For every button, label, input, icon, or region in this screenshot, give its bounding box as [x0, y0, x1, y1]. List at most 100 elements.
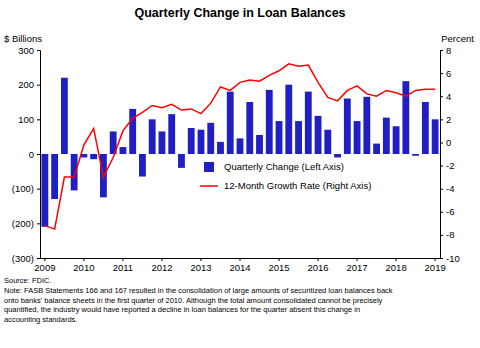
tick: 2009 — [34, 258, 55, 273]
legend-swatch — [200, 185, 218, 187]
bar-series — [41, 78, 438, 227]
tick-mark — [440, 166, 443, 167]
bar — [334, 154, 341, 157]
source: Source: FDIC. — [4, 276, 52, 285]
bar — [178, 154, 185, 168]
tick: 2010 — [73, 258, 94, 273]
tick-label: (300) — [12, 253, 34, 264]
tick-mark — [440, 212, 443, 213]
tick: -6 — [440, 206, 454, 217]
tick-label: 2013 — [190, 262, 211, 273]
tick-mark — [37, 258, 40, 259]
tick-label: 2019 — [425, 262, 446, 273]
tick-label: 2010 — [73, 262, 94, 273]
legend-label: 12-Month Growth Rate (Right Axis) — [224, 180, 371, 191]
tick: 2014 — [229, 258, 250, 273]
bar — [217, 142, 224, 154]
tick-label: -8 — [446, 229, 454, 240]
bar — [324, 130, 331, 154]
tick: 0 — [29, 149, 40, 160]
tick-mark — [435, 258, 436, 261]
tick-label: 0 — [29, 149, 34, 160]
tick-label: 4 — [446, 91, 451, 102]
tick-mark — [440, 142, 443, 143]
bar — [237, 138, 244, 154]
tick-mark — [318, 258, 319, 261]
bar — [276, 121, 283, 154]
bar — [227, 92, 234, 154]
tick-mark — [440, 50, 443, 51]
tick: -8 — [440, 229, 454, 240]
bar — [383, 118, 390, 154]
bar — [363, 97, 370, 154]
tick: 200 — [18, 79, 40, 90]
bar — [129, 109, 136, 154]
y-axis-title: $ Billions — [4, 33, 42, 44]
tick-label: 2009 — [34, 262, 55, 273]
tick-mark — [357, 258, 358, 261]
bar — [198, 130, 205, 154]
bar — [373, 144, 380, 154]
tick: 100 — [18, 114, 40, 125]
bar — [315, 116, 322, 154]
tick-label: 2015 — [268, 262, 289, 273]
tick: 2017 — [347, 258, 368, 273]
legend-item: Quarterly Change (Left Axis) — [204, 161, 344, 172]
bar — [71, 154, 78, 190]
tick-mark — [37, 85, 40, 86]
tick: 300 — [18, 45, 40, 56]
tick-label: 2011 — [113, 262, 133, 273]
bar — [120, 147, 127, 154]
tick-mark — [37, 50, 40, 51]
tick-label: 8 — [446, 45, 451, 56]
plot-area — [41, 64, 438, 229]
tick-label: 2017 — [347, 262, 368, 273]
tick-label: 2012 — [151, 262, 172, 273]
bar — [432, 119, 439, 154]
tick-label: 6 — [446, 68, 451, 79]
bar — [256, 135, 263, 154]
tick-mark — [440, 189, 443, 190]
tick-mark — [440, 73, 443, 74]
bar — [266, 90, 273, 154]
bar — [139, 154, 146, 177]
tick-mark — [440, 96, 443, 97]
note: onto banks' balance sheets in the first … — [4, 296, 383, 305]
tick-label: -6 — [446, 206, 454, 217]
tick-mark — [161, 258, 162, 261]
x-axis: 2009 2010 2011 2012 2013 2014 2015 2016 2017 2018… — [34, 258, 445, 273]
bar — [412, 154, 419, 156]
bar — [188, 128, 195, 154]
tick: 2012 — [151, 258, 172, 273]
bar — [285, 85, 292, 154]
tick-label: 200 — [18, 79, 34, 90]
tick: -4 — [440, 183, 454, 194]
legend-swatch — [204, 162, 214, 172]
tick: -2 — [440, 160, 454, 171]
bar — [149, 119, 156, 154]
y2-axis: -10-8-6-4-202468 — [440, 45, 460, 264]
tick: 2016 — [307, 258, 328, 273]
tick-label: 100 — [18, 114, 34, 125]
tick-mark — [83, 258, 84, 261]
tick-label: -4 — [446, 183, 454, 194]
tick: 6 — [440, 68, 451, 79]
tick-mark — [122, 258, 123, 261]
tick: 8 — [440, 45, 451, 56]
bar — [246, 102, 253, 154]
tick-label: 2018 — [386, 262, 407, 273]
bar — [61, 78, 68, 154]
tick-label: (200) — [12, 218, 34, 229]
tick: 4 — [440, 91, 451, 102]
legend-item: 12-Month Growth Rate (Right Axis) — [200, 180, 371, 191]
title: Quarterly Change in Loan Balances — [134, 6, 345, 20]
legend-label: Quarterly Change (Left Axis) — [224, 161, 344, 172]
y-axis: (300)(200)(100)0100200300 — [12, 45, 41, 264]
tick-mark — [200, 258, 201, 261]
axis-line — [37, 51, 41, 259]
tick-mark — [37, 154, 40, 155]
bar — [344, 99, 351, 154]
note: Note: FASB Statements 166 and 167 result… — [4, 286, 393, 295]
tick: 2 — [440, 114, 451, 125]
chart: Quarterly Change in Loan Balances $ Billi… — [0, 0, 480, 348]
